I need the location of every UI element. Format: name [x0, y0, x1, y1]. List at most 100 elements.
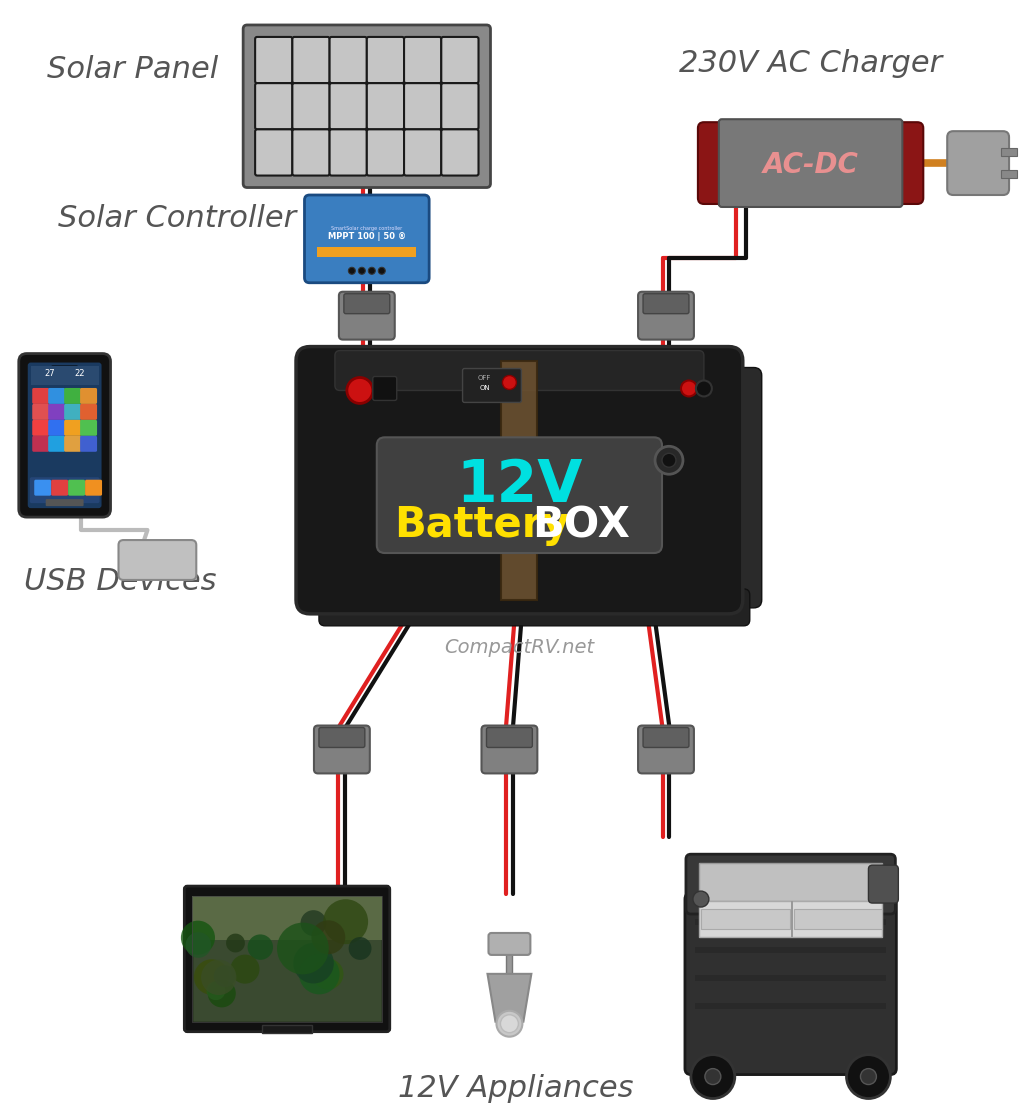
FancyBboxPatch shape	[506, 466, 534, 494]
FancyBboxPatch shape	[488, 934, 530, 955]
Text: Solar Panel: Solar Panel	[47, 55, 218, 84]
Circle shape	[348, 267, 356, 274]
FancyBboxPatch shape	[80, 436, 97, 452]
FancyBboxPatch shape	[64, 388, 81, 404]
Wedge shape	[293, 942, 334, 984]
FancyBboxPatch shape	[367, 37, 404, 83]
Text: BOX: BOX	[533, 504, 630, 546]
FancyBboxPatch shape	[296, 347, 743, 614]
Text: 230V AC Charger: 230V AC Charger	[680, 49, 942, 78]
Text: MPPT 100 | 50 ®: MPPT 100 | 50 ®	[328, 233, 406, 241]
FancyBboxPatch shape	[441, 83, 478, 130]
FancyBboxPatch shape	[330, 130, 367, 176]
FancyBboxPatch shape	[319, 728, 365, 748]
Wedge shape	[181, 920, 215, 955]
FancyBboxPatch shape	[85, 480, 102, 495]
Bar	[1001, 170, 1017, 178]
Bar	[701, 909, 790, 929]
Text: USB Devices: USB Devices	[25, 568, 217, 596]
Wedge shape	[186, 932, 211, 958]
FancyBboxPatch shape	[292, 37, 330, 83]
FancyBboxPatch shape	[441, 37, 478, 83]
FancyBboxPatch shape	[377, 437, 662, 553]
Text: Battery: Battery	[394, 504, 570, 546]
Wedge shape	[348, 937, 371, 960]
FancyBboxPatch shape	[481, 726, 538, 774]
Wedge shape	[201, 959, 236, 995]
Text: SmartSolar charge controller: SmartSolar charge controller	[331, 227, 402, 231]
FancyBboxPatch shape	[68, 480, 85, 495]
FancyBboxPatch shape	[367, 83, 404, 130]
FancyBboxPatch shape	[32, 388, 49, 404]
FancyBboxPatch shape	[335, 351, 704, 390]
FancyBboxPatch shape	[304, 195, 429, 283]
Bar	[794, 909, 882, 929]
FancyBboxPatch shape	[50, 366, 78, 379]
FancyBboxPatch shape	[80, 420, 97, 436]
Text: 22: 22	[74, 369, 85, 378]
Bar	[192, 896, 381, 1022]
FancyBboxPatch shape	[64, 404, 81, 420]
FancyBboxPatch shape	[184, 887, 390, 1032]
FancyBboxPatch shape	[48, 404, 65, 420]
Bar	[695, 975, 886, 980]
Bar	[192, 896, 381, 1022]
FancyBboxPatch shape	[48, 436, 65, 452]
Text: AC-DC: AC-DC	[763, 151, 858, 179]
FancyBboxPatch shape	[638, 292, 694, 340]
FancyBboxPatch shape	[30, 477, 100, 503]
Wedge shape	[230, 955, 259, 984]
FancyBboxPatch shape	[644, 294, 689, 314]
Text: ON: ON	[479, 386, 489, 391]
Circle shape	[705, 1069, 721, 1084]
FancyBboxPatch shape	[330, 37, 367, 83]
FancyBboxPatch shape	[883, 122, 923, 203]
FancyBboxPatch shape	[373, 377, 397, 400]
Wedge shape	[214, 965, 235, 987]
FancyBboxPatch shape	[367, 130, 404, 176]
Bar	[695, 947, 886, 953]
Circle shape	[378, 267, 386, 274]
FancyBboxPatch shape	[80, 388, 97, 404]
FancyBboxPatch shape	[32, 420, 49, 436]
Bar	[791, 901, 793, 937]
Bar	[699, 863, 882, 901]
Text: 12V: 12V	[456, 456, 583, 513]
FancyBboxPatch shape	[869, 865, 898, 903]
Wedge shape	[299, 954, 339, 994]
FancyBboxPatch shape	[698, 122, 738, 203]
FancyBboxPatch shape	[32, 436, 49, 452]
Bar	[262, 1025, 311, 1033]
Wedge shape	[311, 920, 345, 954]
FancyBboxPatch shape	[292, 83, 330, 130]
FancyBboxPatch shape	[32, 404, 49, 420]
FancyBboxPatch shape	[339, 292, 395, 340]
FancyBboxPatch shape	[719, 120, 903, 207]
FancyBboxPatch shape	[244, 25, 490, 188]
Wedge shape	[194, 959, 229, 995]
FancyBboxPatch shape	[28, 362, 102, 509]
FancyBboxPatch shape	[292, 130, 330, 176]
FancyBboxPatch shape	[686, 854, 895, 915]
FancyBboxPatch shape	[715, 368, 762, 608]
Circle shape	[501, 1015, 518, 1033]
Wedge shape	[323, 899, 368, 944]
FancyBboxPatch shape	[638, 726, 694, 774]
Wedge shape	[226, 934, 245, 953]
Bar	[699, 901, 882, 937]
Bar	[507, 944, 512, 974]
FancyBboxPatch shape	[404, 37, 441, 83]
Circle shape	[846, 1054, 890, 1099]
FancyBboxPatch shape	[48, 388, 65, 404]
Text: OFF: OFF	[478, 376, 491, 381]
FancyBboxPatch shape	[118, 540, 196, 580]
Bar	[695, 1003, 886, 1008]
FancyBboxPatch shape	[404, 130, 441, 176]
Circle shape	[346, 378, 373, 404]
FancyBboxPatch shape	[441, 130, 478, 176]
FancyBboxPatch shape	[64, 436, 81, 452]
FancyBboxPatch shape	[486, 728, 533, 748]
Bar	[695, 919, 886, 925]
FancyBboxPatch shape	[344, 294, 390, 314]
FancyBboxPatch shape	[48, 420, 65, 436]
